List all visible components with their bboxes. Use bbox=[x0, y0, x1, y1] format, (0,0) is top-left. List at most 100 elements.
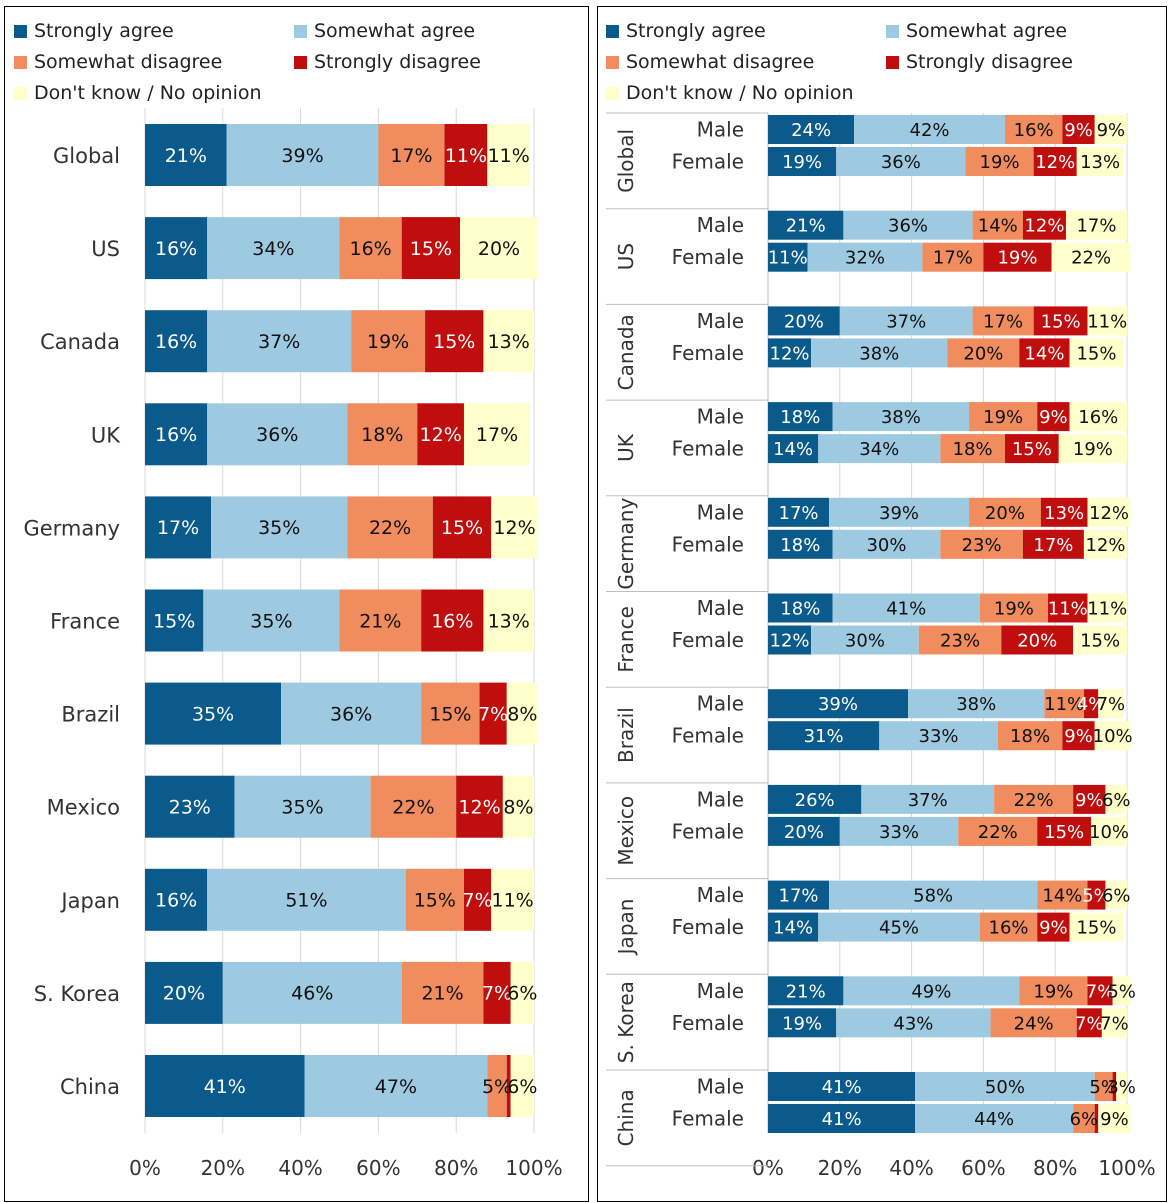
right-row-s-korea-male-label-don-t-know-no-opinion: 5% bbox=[1107, 981, 1136, 1002]
right-group-label-us: US bbox=[614, 243, 638, 270]
left-row-france-label-strongly-agree: 15% bbox=[153, 610, 195, 632]
right-row-uk-female-label-don-t-know-no-opinion: 19% bbox=[1073, 439, 1113, 460]
right-row-uk-male-sub-label: Male bbox=[697, 405, 744, 429]
right-x-tick-label: 60% bbox=[961, 1156, 1005, 1180]
right-row-china-female-label-somewhat-agree: 44% bbox=[974, 1109, 1014, 1130]
right-group-label-japan: Japan bbox=[614, 899, 638, 957]
left-x-tick-label: 20% bbox=[201, 1156, 245, 1180]
left-row-france-label-somewhat-agree: 35% bbox=[250, 610, 292, 632]
right-group-label-s-korea: S. Korea bbox=[614, 981, 638, 1063]
right-row-s-korea-female-label-somewhat-agree: 43% bbox=[893, 1013, 933, 1034]
right-row-s-korea-male-label-somewhat-agree: 49% bbox=[911, 981, 951, 1002]
right-group-label-china: China bbox=[614, 1089, 638, 1146]
right-row-s-korea-female-label-somewhat-disagree: 24% bbox=[1014, 1013, 1054, 1034]
left-category-label-china: China bbox=[60, 1075, 120, 1099]
right-row-japan-male-label-somewhat-disagree: 14% bbox=[1042, 886, 1082, 907]
right-row-brazil-female-sub-label: Female bbox=[672, 724, 744, 748]
right-row-us-female-label-strongly-disagree: 19% bbox=[997, 248, 1037, 269]
right-row-brazil-male-label-somewhat-agree: 38% bbox=[956, 694, 996, 715]
right-row-mexico-male-label-somewhat-disagree: 22% bbox=[1014, 790, 1054, 811]
right-row-s-korea-female-sub-label: Female bbox=[672, 1011, 744, 1035]
left-row-uk-label-somewhat-agree: 36% bbox=[256, 424, 298, 446]
right-row-mexico-male-label-strongly-disagree: 9% bbox=[1075, 790, 1104, 811]
right-row-japan-female-sub-label: Female bbox=[672, 915, 744, 939]
left-row-canada-label-somewhat-agree: 37% bbox=[258, 331, 300, 353]
left-row-global-label-don-t-know-no-opinion: 11% bbox=[488, 145, 530, 167]
right-row-china-male-label-don-t-know-no-opinion: 3% bbox=[1107, 1077, 1136, 1098]
left-row-france-label-don-t-know-no-opinion: 13% bbox=[488, 610, 530, 632]
left-row-s-korea-label-don-t-know-no-opinion: 6% bbox=[507, 983, 537, 1005]
right-row-global-male-label-somewhat-agree: 42% bbox=[910, 120, 950, 141]
left-row-brazil-label-strongly-disagree: 7% bbox=[478, 703, 508, 725]
right-row-canada-female-label-strongly-agree: 12% bbox=[770, 343, 810, 364]
left-row-brazil-label-somewhat-agree: 36% bbox=[330, 703, 372, 725]
right-row-germany-female-label-strongly-disagree: 17% bbox=[1033, 535, 1073, 556]
right-row-japan-male-label-strongly-agree: 17% bbox=[779, 886, 819, 907]
right-row-mexico-female-label-don-t-know-no-opinion: 10% bbox=[1089, 822, 1129, 843]
right-group-label-canada: Canada bbox=[614, 314, 638, 390]
right-row-us-female-label-strongly-agree: 11% bbox=[768, 248, 808, 269]
left-category-label-global: Global bbox=[53, 144, 120, 168]
right-row-brazil-male-label-don-t-know-no-opinion: 7% bbox=[1097, 694, 1126, 715]
left-row-china-label-strongly-agree: 41% bbox=[204, 1076, 246, 1098]
right-row-canada-male-label-somewhat-agree: 37% bbox=[886, 311, 926, 332]
right-row-canada-female-label-somewhat-agree: 38% bbox=[859, 343, 899, 364]
right-x-tick-label: 0% bbox=[752, 1156, 784, 1180]
right-row-mexico-male-label-somewhat-agree: 37% bbox=[908, 790, 948, 811]
right-row-global-female-label-strongly-disagree: 12% bbox=[1035, 152, 1075, 173]
right-row-brazil-female-label-strongly-disagree: 9% bbox=[1064, 726, 1093, 747]
left-row-germany-label-somewhat-disagree: 22% bbox=[369, 517, 411, 539]
right-row-france-male-label-somewhat-agree: 41% bbox=[886, 598, 926, 619]
right-row-china-male-sub-label: Male bbox=[697, 1075, 744, 1099]
right-row-us-male-label-somewhat-disagree: 14% bbox=[978, 216, 1018, 237]
right-row-france-male-sub-label: Male bbox=[697, 596, 744, 620]
left-row-uk-label-somewhat-disagree: 18% bbox=[361, 424, 403, 446]
right-row-uk-female-label-strongly-agree: 14% bbox=[773, 439, 813, 460]
right-row-mexico-female-label-strongly-disagree: 15% bbox=[1044, 822, 1084, 843]
left-row-canada-label-somewhat-disagree: 19% bbox=[367, 331, 409, 353]
right-row-s-korea-female-label-don-t-know-no-opinion: 7% bbox=[1100, 1013, 1129, 1034]
left-category-label-uk: UK bbox=[91, 423, 121, 447]
left-row-uk-label-strongly-disagree: 12% bbox=[420, 424, 462, 446]
right-row-brazil-female-label-somewhat-disagree: 18% bbox=[1010, 726, 1050, 747]
left-row-global-label-strongly-agree: 21% bbox=[165, 145, 207, 167]
right-row-china-female-label-strongly-agree: 41% bbox=[822, 1109, 862, 1130]
left-row-s-korea-label-somewhat-disagree: 21% bbox=[421, 983, 463, 1005]
right-row-france-female-sub-label: Female bbox=[672, 628, 744, 652]
right-row-germany-female-label-somewhat-agree: 30% bbox=[866, 535, 906, 556]
right-row-uk-male-label-don-t-know-no-opinion: 16% bbox=[1078, 407, 1118, 428]
left-row-s-korea-label-strongly-agree: 20% bbox=[163, 983, 205, 1005]
left-row-canada-label-strongly-disagree: 15% bbox=[433, 331, 475, 353]
right-group-label-global: Global bbox=[614, 129, 638, 193]
right-x-tick-label: 40% bbox=[889, 1156, 933, 1180]
right-row-global-female-sub-label: Female bbox=[672, 150, 744, 174]
left-category-label-brazil: Brazil bbox=[61, 703, 120, 727]
left-row-mexico-label-strongly-agree: 23% bbox=[169, 797, 211, 819]
right-row-s-korea-male-label-somewhat-disagree: 19% bbox=[1033, 981, 1073, 1002]
right-row-canada-male-sub-label: Male bbox=[697, 309, 744, 333]
left-row-uk-label-don-t-know-no-opinion: 17% bbox=[476, 424, 518, 446]
right-row-germany-female-label-somewhat-disagree: 23% bbox=[962, 535, 1002, 556]
left-row-mexico-label-somewhat-agree: 35% bbox=[281, 797, 323, 819]
left-row-brazil-label-strongly-agree: 35% bbox=[192, 703, 234, 725]
right-row-china-female-label-somewhat-disagree: 6% bbox=[1070, 1109, 1099, 1130]
right-row-global-male-label-don-t-know-no-opinion: 9% bbox=[1097, 120, 1126, 141]
right-row-france-female-label-strongly-agree: 12% bbox=[770, 630, 810, 651]
right-row-brazil-female-label-don-t-know-no-opinion: 10% bbox=[1093, 726, 1133, 747]
right-row-mexico-female-sub-label: Female bbox=[672, 819, 744, 843]
right-row-uk-female-label-somewhat-agree: 34% bbox=[859, 439, 899, 460]
right-row-us-female-sub-label: Female bbox=[672, 245, 744, 269]
left-row-france-label-strongly-disagree: 16% bbox=[431, 610, 473, 632]
left-x-tick-label: 0% bbox=[129, 1156, 161, 1180]
right-row-brazil-male-label-strongly-agree: 39% bbox=[818, 694, 858, 715]
right-x-tick-label: 100% bbox=[1098, 1156, 1155, 1180]
right-row-japan-male-sub-label: Male bbox=[697, 883, 744, 907]
left-row-japan-label-strongly-disagree: 7% bbox=[463, 890, 493, 912]
right-row-japan-female-label-somewhat-disagree: 16% bbox=[989, 918, 1029, 939]
left-row-germany-label-don-t-know-no-opinion: 12% bbox=[493, 517, 535, 539]
left-category-label-japan: Japan bbox=[59, 889, 120, 913]
right-row-germany-male-label-strongly-disagree: 13% bbox=[1044, 503, 1084, 524]
right-row-canada-male-label-strongly-disagree: 15% bbox=[1041, 311, 1081, 332]
left-row-germany-label-strongly-agree: 17% bbox=[157, 517, 199, 539]
